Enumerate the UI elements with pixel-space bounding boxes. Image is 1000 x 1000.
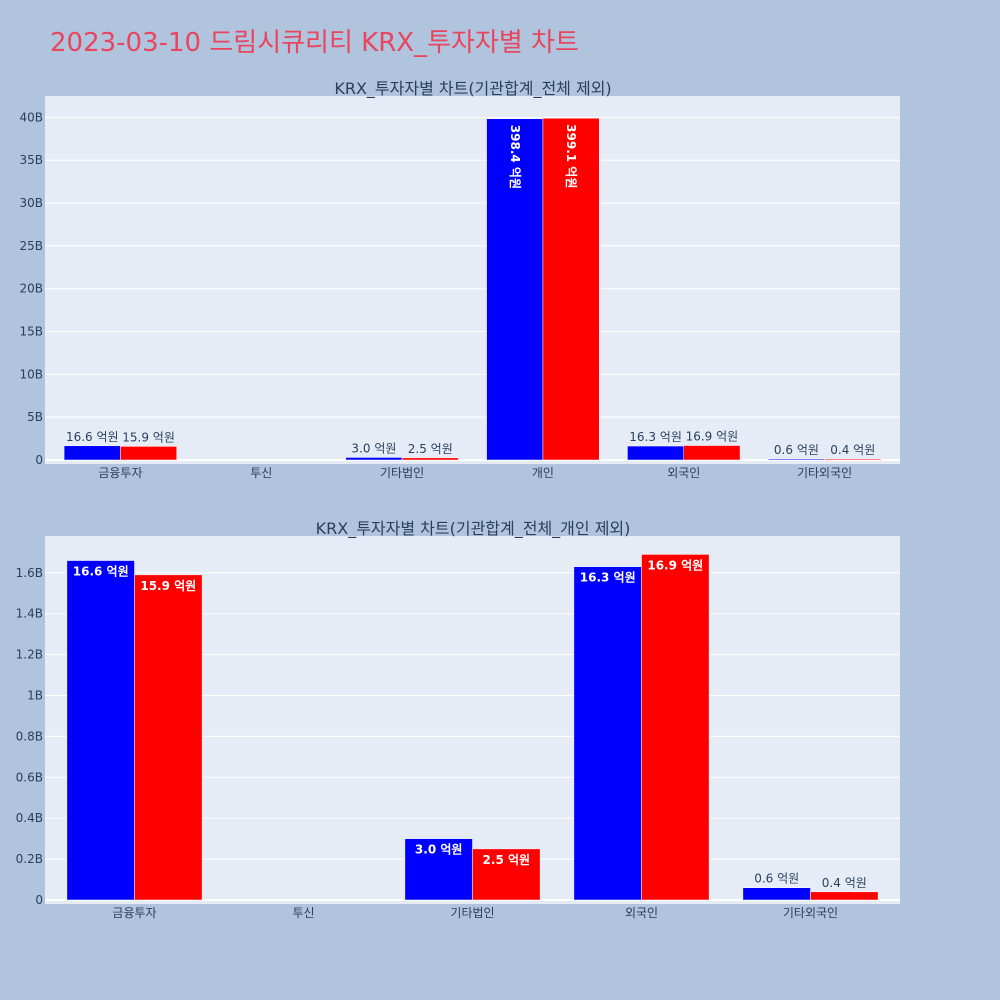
bar-series-a xyxy=(486,118,544,461)
bar-series-b xyxy=(810,891,879,901)
bar-series-b xyxy=(134,574,203,901)
data-label: 15.9 억원 xyxy=(122,430,175,444)
x-tick-label: 투신 xyxy=(250,466,272,480)
y-tick-label: 1.4B xyxy=(16,607,43,621)
y-tick-label: 0.6B xyxy=(16,770,43,784)
data-label: 16.3 억원 xyxy=(580,571,636,585)
x-tick-label: 개인 xyxy=(532,466,554,480)
y-tick-label: 0.4B xyxy=(16,811,43,825)
data-label: 398.4 억원 xyxy=(508,125,522,189)
bar-series-a xyxy=(63,445,121,461)
y-tick-label: 30B xyxy=(19,196,43,210)
data-label: 16.3 억원 xyxy=(629,430,682,444)
plot-area xyxy=(45,96,900,464)
bar-series-a xyxy=(573,566,642,901)
chart-bottom: 0 0.2B 0.4B 0.6B 0.8B 1B 1.2B 1.4B 1.6B KRX_투자자별 … xyxy=(16,519,900,920)
data-label: 2.5 억원 xyxy=(483,853,531,867)
bar-series-b xyxy=(542,117,600,461)
bar-series-a xyxy=(742,887,811,901)
data-label: 399.1 억원 xyxy=(564,124,578,188)
bar-series-a xyxy=(66,560,135,901)
x-tick-label: 금융투자 xyxy=(98,466,142,480)
bar-series-b xyxy=(472,848,541,901)
bar-series-b xyxy=(824,458,882,461)
x-tick-label: 기타법인 xyxy=(380,466,424,480)
y-tick-label: 20B xyxy=(19,282,43,296)
data-label: 0.6 억원 xyxy=(774,443,819,457)
chart-title: KRX_투자자별 차트(기관합계_전체 제외) xyxy=(334,79,611,99)
y-tick-label: 0 xyxy=(35,453,43,467)
figure-title: 2023-03-10 드림시큐리티 KRX_투자자별 차트 xyxy=(50,28,579,58)
data-label: 0.4 억원 xyxy=(822,876,867,890)
data-label: 15.9 억원 xyxy=(140,579,196,593)
bar-series-b xyxy=(683,445,741,461)
bar-series-b xyxy=(120,446,177,461)
data-label: 3.0 억원 xyxy=(351,441,396,455)
bar-series-a xyxy=(627,445,685,461)
data-label: 16.6 억원 xyxy=(66,430,119,444)
x-tick-label: 기타외국인 xyxy=(783,906,838,920)
y-tick-label: 1B xyxy=(27,689,43,703)
data-label: 3.0 억원 xyxy=(415,843,463,857)
y-tick-label: 10B xyxy=(19,367,43,381)
y-tick-label: 25B xyxy=(19,239,43,253)
y-tick-label: 0.2B xyxy=(16,852,43,866)
data-label: 16.9 억원 xyxy=(686,430,739,444)
x-tick-label: 기타법인 xyxy=(450,906,494,920)
y-tick-label: 15B xyxy=(19,325,43,339)
y-tick-label: 0.8B xyxy=(16,729,43,743)
y-tick-label: 5B xyxy=(27,410,43,424)
y-tick-label: 40B xyxy=(19,110,43,124)
bar-series-a xyxy=(404,838,473,901)
x-tick-label: 외국인 xyxy=(625,906,658,920)
y-tick-label: 1.2B xyxy=(16,648,43,662)
bar-series-a xyxy=(768,458,825,461)
bar-series-a xyxy=(345,457,403,461)
x-tick-label: 투신 xyxy=(292,906,314,920)
y-tick-label: 0 xyxy=(35,893,43,907)
bar-series-b xyxy=(401,457,459,461)
y-tick-label: 1.6B xyxy=(16,566,43,580)
data-label: 16.6 억원 xyxy=(73,565,129,579)
chart-title: KRX_투자자별 차트(기관합계_전체_개인 제외) xyxy=(316,519,631,539)
data-label: 0.4 억원 xyxy=(830,443,875,457)
bar-series-b xyxy=(641,554,710,901)
y-tick-label: 35B xyxy=(19,153,43,167)
x-tick-label: 금융투자 xyxy=(112,906,156,920)
data-label: 16.9 억원 xyxy=(647,558,703,572)
data-label: 2.5 억원 xyxy=(408,442,453,456)
data-label: 0.6 억원 xyxy=(754,872,799,886)
chart-top: 0 5B 10B 15B 20B 25B 30B 35B 40B KRX_투자자별 차트(기관합계… xyxy=(19,79,900,480)
x-tick-label: 기타외국인 xyxy=(797,466,852,480)
x-tick-label: 외국인 xyxy=(667,466,700,480)
